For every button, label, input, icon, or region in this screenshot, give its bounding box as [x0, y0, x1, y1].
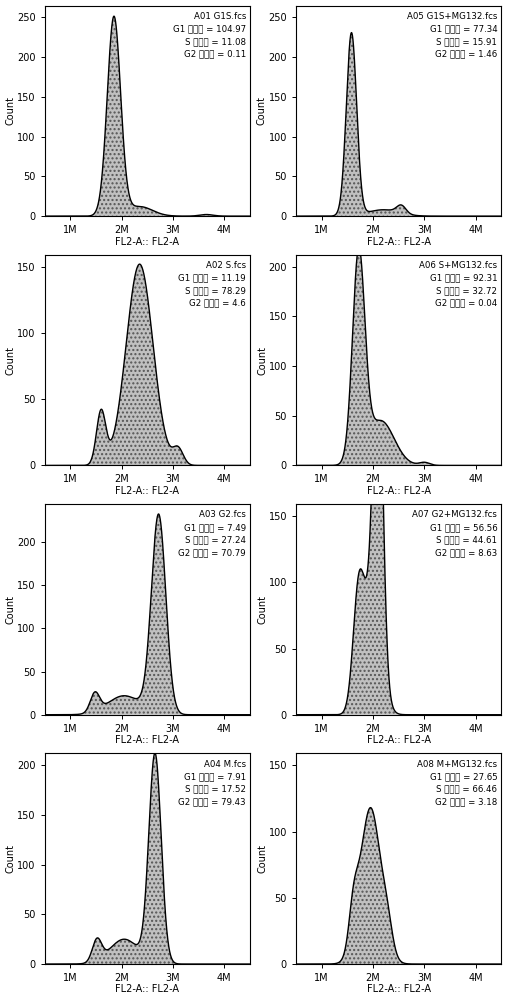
- X-axis label: FL2-A:: FL2-A: FL2-A:: FL2-A: [367, 237, 431, 247]
- Y-axis label: Count: Count: [257, 96, 267, 125]
- Y-axis label: Count: Count: [257, 595, 267, 624]
- Text: A02 S.fcs
G1 百分比 = 11.19
S 百分比 = 78.29
G2 百分比 = 4.6: A02 S.fcs G1 百分比 = 11.19 S 百分比 = 78.29 G…: [178, 261, 246, 308]
- Text: A04 M.fcs
G1 百分比 = 7.91
S 百分比 = 17.52
G2 百分比 = 79.43: A04 M.fcs G1 百分比 = 7.91 S 百分比 = 17.52 G2…: [178, 760, 246, 806]
- Y-axis label: Count: Count: [6, 844, 16, 873]
- X-axis label: FL2-A:: FL2-A: FL2-A:: FL2-A: [115, 984, 179, 994]
- Text: A01 G1S.fcs
G1 百分比 = 104.97
S 百分比 = 11.08
G2 百分比 = 0.11: A01 G1S.fcs G1 百分比 = 104.97 S 百分比 = 11.0…: [173, 12, 246, 58]
- X-axis label: FL2-A:: FL2-A: FL2-A:: FL2-A: [367, 984, 431, 994]
- Text: A07 G2+MG132.fcs
G1 百分比 = 56.56
S 百分比 = 44.61
G2 百分比 = 8.63: A07 G2+MG132.fcs G1 百分比 = 56.56 S 百分比 = …: [413, 510, 497, 557]
- Y-axis label: Count: Count: [6, 595, 16, 624]
- Text: A05 G1S+MG132.fcs
G1 百分比 = 77.34
S 百分比 = 15.91
G2 百分比 = 1.46: A05 G1S+MG132.fcs G1 百分比 = 77.34 S 百分比 =…: [407, 12, 497, 58]
- X-axis label: FL2-A:: FL2-A: FL2-A:: FL2-A: [115, 486, 179, 496]
- X-axis label: FL2-A:: FL2-A: FL2-A:: FL2-A: [367, 735, 431, 745]
- Y-axis label: Count: Count: [6, 346, 16, 375]
- Y-axis label: Count: Count: [257, 346, 267, 375]
- Y-axis label: Count: Count: [257, 844, 267, 873]
- Text: A06 S+MG132.fcs
G1 百分比 = 92.31
S 百分比 = 32.72
G2 百分比 = 0.04: A06 S+MG132.fcs G1 百分比 = 92.31 S 百分比 = 3…: [419, 261, 497, 308]
- X-axis label: FL2-A:: FL2-A: FL2-A:: FL2-A: [115, 735, 179, 745]
- Text: A08 M+MG132.fcs
G1 百分比 = 27.65
S 百分比 = 66.46
G2 百分比 = 3.18: A08 M+MG132.fcs G1 百分比 = 27.65 S 百分比 = 6…: [417, 760, 497, 806]
- Y-axis label: Count: Count: [6, 96, 16, 125]
- X-axis label: FL2-A:: FL2-A: FL2-A:: FL2-A: [367, 486, 431, 496]
- X-axis label: FL2-A:: FL2-A: FL2-A:: FL2-A: [115, 237, 179, 247]
- Text: A03 G2.fcs
G1 百分比 = 7.49
S 百分比 = 27.24
G2 百分比 = 70.79: A03 G2.fcs G1 百分比 = 7.49 S 百分比 = 27.24 G…: [178, 510, 246, 557]
